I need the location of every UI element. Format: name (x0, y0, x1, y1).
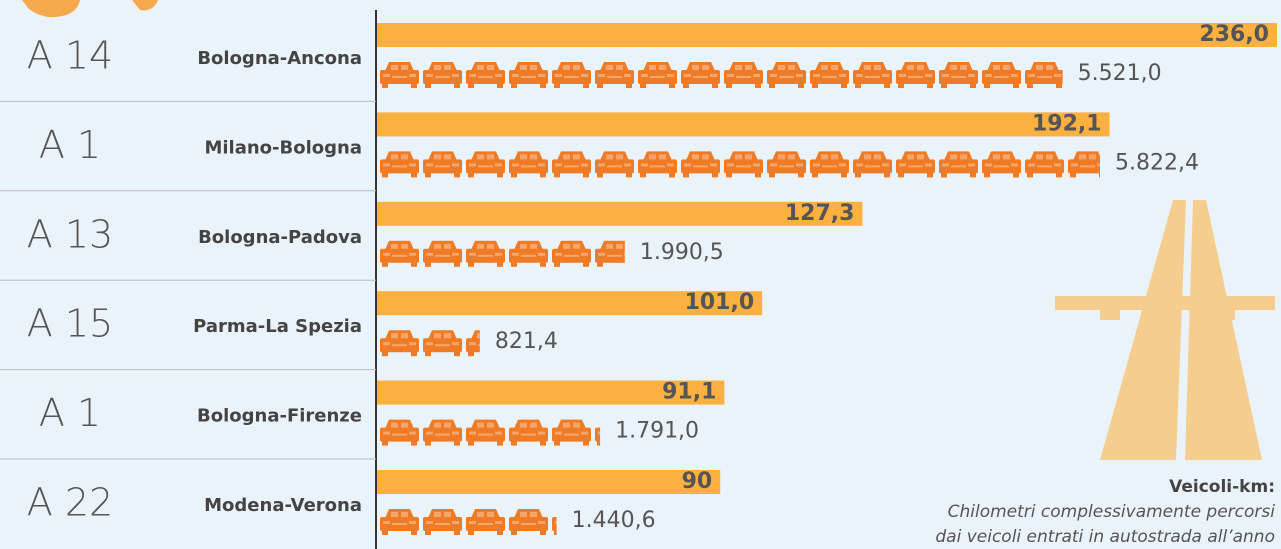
road-name: Milano-Bologna (204, 137, 362, 158)
legend-title: Veicoli-km: (1169, 477, 1275, 497)
bar (377, 201, 863, 226)
legend-text: dai veicoli entrati in autostrada all’an… (935, 527, 1275, 547)
vehicle-bar (378, 235, 625, 268)
bar (377, 23, 1277, 47)
road-name: Bologna-Firenze (197, 406, 362, 427)
vehicle-bar (378, 57, 1063, 89)
road-code: A 1 (39, 123, 101, 167)
road-code: A 13 (27, 212, 113, 256)
bar-value-label: 91,1 (662, 380, 716, 405)
legend-text: Chilometri complessivamente percorsi (948, 502, 1276, 522)
bar (377, 112, 1110, 137)
road-code: A 15 (27, 302, 113, 346)
vehicle-value-label: 5.521,0 (1078, 61, 1162, 86)
road-code: A 14 (27, 34, 113, 78)
bar-value-label: 90 (682, 469, 713, 494)
map-fragment (22, 0, 158, 18)
bar (377, 470, 721, 494)
road-code: A 1 (39, 391, 101, 435)
bar-value-label: 192,1 (1032, 111, 1102, 136)
bar (377, 291, 763, 316)
vehicle-bar (378, 504, 557, 536)
bar (377, 380, 725, 405)
vehicle-bar (378, 325, 480, 358)
vehicle-bar (378, 414, 601, 447)
road-name: Bologna-Padova (198, 227, 362, 248)
vehicle-value-label: 1.440,6 (572, 508, 656, 533)
road-name: Parma-La Spezia (193, 316, 362, 337)
vehicle-value-label: 1.791,0 (615, 419, 699, 444)
vehicle-bar (378, 146, 1100, 179)
road-icon (1055, 200, 1275, 460)
vehicle-value-label: 821,4 (495, 329, 558, 354)
bar-value-label: 236,0 (1199, 22, 1269, 47)
bar-value-label: 101,0 (685, 290, 755, 315)
bar-value-label: 127,3 (785, 201, 855, 226)
road-code: A 22 (27, 481, 113, 525)
vehicle-value-label: 1.990,5 (640, 240, 724, 265)
road-name: Modena-Verona (204, 495, 362, 516)
road-name: Bologna-Ancona (197, 48, 362, 69)
vehicle-value-label: 5.822,4 (1115, 150, 1199, 175)
